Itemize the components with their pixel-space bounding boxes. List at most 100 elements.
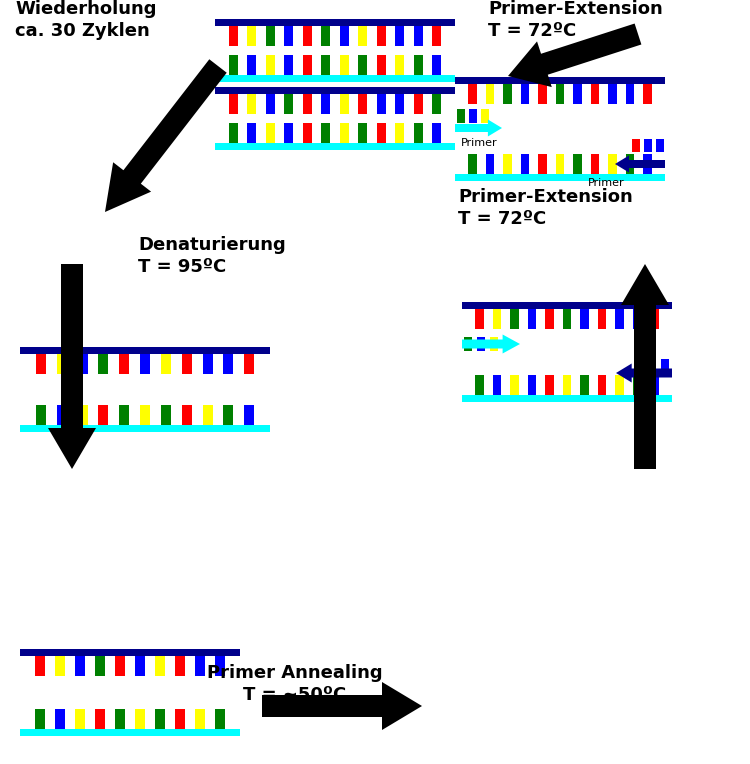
Bar	[632, 139, 640, 152]
Bar	[35, 709, 45, 729]
Bar	[248, 26, 256, 46]
Polygon shape	[48, 264, 96, 469]
Bar	[650, 375, 658, 395]
Bar	[321, 123, 330, 143]
Bar	[160, 354, 171, 374]
Bar	[116, 656, 124, 676]
Bar	[626, 84, 634, 104]
Bar	[615, 309, 624, 329]
Bar	[486, 154, 494, 174]
Bar	[580, 309, 589, 329]
Bar	[538, 154, 547, 174]
Bar	[215, 75, 455, 82]
Bar	[591, 84, 599, 104]
Bar	[573, 154, 582, 174]
Bar	[395, 123, 404, 143]
Bar	[490, 337, 498, 351]
Bar	[182, 405, 192, 425]
Bar	[36, 354, 46, 374]
Text: Primer-Extension
T = 72ºC: Primer-Extension T = 72ºC	[458, 188, 633, 228]
Text: Denaturierung
T = 95ºC: Denaturierung T = 95ºC	[138, 236, 286, 277]
Bar	[476, 309, 484, 329]
Bar	[20, 729, 240, 736]
Bar	[455, 174, 665, 181]
Bar	[98, 354, 108, 374]
Bar	[77, 405, 88, 425]
Bar	[520, 84, 530, 104]
Bar	[20, 347, 270, 354]
Bar	[395, 26, 404, 46]
Bar	[598, 309, 606, 329]
Bar	[520, 154, 530, 174]
Bar	[340, 26, 349, 46]
Bar	[358, 55, 367, 75]
Bar	[644, 139, 652, 152]
Bar	[20, 425, 270, 432]
Bar	[486, 84, 494, 104]
Bar	[140, 405, 150, 425]
Bar	[358, 123, 367, 143]
Bar	[215, 87, 455, 94]
Bar	[202, 354, 212, 374]
Bar	[650, 309, 658, 329]
Bar	[562, 309, 572, 329]
Text: Wiederholung
ca. 30 Zyklen: Wiederholung ca. 30 Zyklen	[15, 0, 157, 40]
Bar	[615, 375, 624, 395]
Bar	[116, 709, 124, 729]
Text: Primer: Primer	[588, 178, 625, 188]
Bar	[202, 405, 212, 425]
Bar	[648, 359, 656, 373]
Bar	[528, 309, 536, 329]
Bar	[160, 405, 171, 425]
Bar	[608, 84, 616, 104]
Bar	[503, 84, 512, 104]
Bar	[468, 154, 477, 174]
Bar	[395, 94, 404, 114]
Bar	[303, 26, 312, 46]
Bar	[468, 84, 477, 104]
Bar	[215, 143, 455, 150]
Bar	[432, 55, 441, 75]
Polygon shape	[508, 24, 641, 87]
Bar	[224, 354, 233, 374]
Bar	[414, 94, 422, 114]
Bar	[464, 337, 472, 351]
Bar	[376, 94, 386, 114]
Bar	[321, 26, 330, 46]
Bar	[432, 26, 441, 46]
Polygon shape	[616, 364, 672, 383]
Bar	[57, 354, 67, 374]
Bar	[633, 309, 641, 329]
Bar	[56, 709, 64, 729]
Polygon shape	[262, 682, 422, 730]
Bar	[95, 709, 105, 729]
Bar	[229, 123, 238, 143]
Bar	[432, 94, 441, 114]
Bar	[155, 709, 165, 729]
Bar	[195, 709, 205, 729]
Bar	[119, 354, 129, 374]
Bar	[545, 375, 554, 395]
Bar	[376, 123, 386, 143]
Bar	[266, 123, 274, 143]
Bar	[462, 395, 672, 402]
Bar	[35, 656, 45, 676]
Text: Primer-Extension
T = 72ºC: Primer-Extension T = 72ºC	[488, 0, 663, 40]
Bar	[591, 154, 599, 174]
Bar	[528, 375, 536, 395]
Bar	[244, 354, 254, 374]
Bar	[573, 84, 582, 104]
Bar	[195, 656, 205, 676]
Bar	[176, 709, 184, 729]
Bar	[626, 154, 634, 174]
Bar	[284, 123, 293, 143]
Polygon shape	[462, 335, 520, 354]
Bar	[556, 84, 564, 104]
Bar	[98, 405, 108, 425]
Bar	[633, 375, 641, 395]
Bar	[556, 154, 564, 174]
Bar	[155, 656, 165, 676]
Bar	[545, 309, 554, 329]
Bar	[135, 709, 145, 729]
Bar	[266, 26, 274, 46]
